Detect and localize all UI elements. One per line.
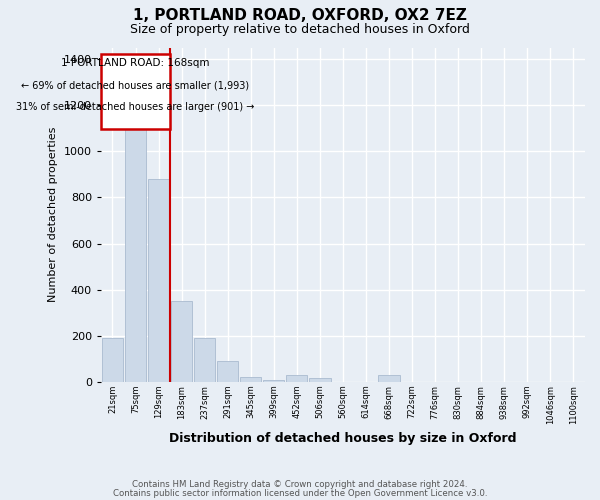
Text: ← 69% of detached houses are smaller (1,993): ← 69% of detached houses are smaller (1,… <box>22 80 250 90</box>
Bar <box>171 301 192 382</box>
Bar <box>240 378 262 382</box>
Bar <box>263 380 284 382</box>
Bar <box>102 338 123 382</box>
Text: 1, PORTLAND ROAD, OXFORD, OX2 7EZ: 1, PORTLAND ROAD, OXFORD, OX2 7EZ <box>133 8 467 22</box>
Bar <box>217 361 238 382</box>
Bar <box>148 179 169 382</box>
Bar <box>194 338 215 382</box>
Bar <box>379 375 400 382</box>
Text: 31% of semi-detached houses are larger (901) →: 31% of semi-detached houses are larger (… <box>16 102 255 113</box>
Y-axis label: Number of detached properties: Number of detached properties <box>48 127 58 302</box>
Text: Size of property relative to detached houses in Oxford: Size of property relative to detached ho… <box>130 22 470 36</box>
Text: 1 PORTLAND ROAD: 168sqm: 1 PORTLAND ROAD: 168sqm <box>61 58 210 68</box>
FancyBboxPatch shape <box>101 54 170 130</box>
Text: Contains HM Land Registry data © Crown copyright and database right 2024.: Contains HM Land Registry data © Crown c… <box>132 480 468 489</box>
Bar <box>125 124 146 382</box>
Bar <box>286 375 307 382</box>
Text: Contains public sector information licensed under the Open Government Licence v3: Contains public sector information licen… <box>113 489 487 498</box>
X-axis label: Distribution of detached houses by size in Oxford: Distribution of detached houses by size … <box>169 432 517 445</box>
Bar <box>310 378 331 382</box>
